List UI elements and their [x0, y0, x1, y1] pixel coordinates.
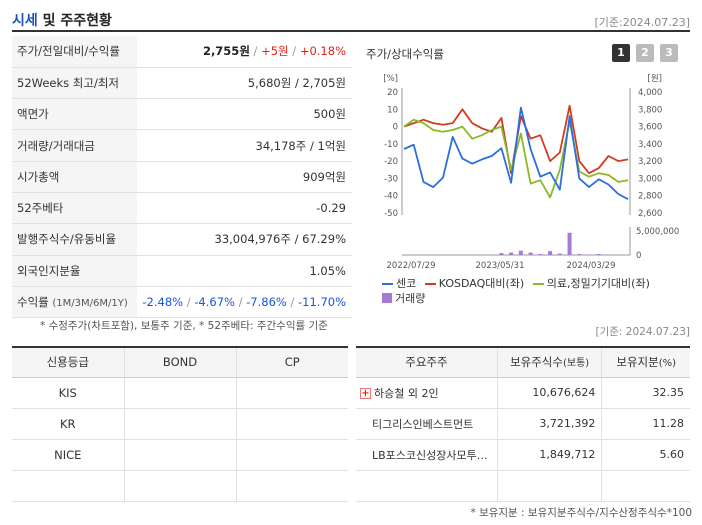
table-row: KR [12, 408, 348, 440]
return-3m: -4.67% [194, 295, 235, 310]
row-price: 주가/전일대비/수익률 2,755원 / +5원 / +0.18% [12, 36, 352, 68]
quote-note: * 수정주가(차트포함), 보통주 기준, * 52주베타: 주간수익률 기준 [40, 320, 328, 332]
legend-item-sector: 의료,정밀기기대비(좌) [532, 276, 650, 291]
base-date: [기준:2024.07.23] [594, 16, 690, 29]
chart-page-1-button[interactable]: 1 [612, 44, 630, 62]
row-52weeks: 52Weeks 최고/최저 5,680원 / 2,705원 [12, 67, 352, 100]
row-mcap: 시가총액 909억원 [12, 161, 352, 193]
credit-header-row: 신용등급 BOND CP [12, 346, 348, 378]
credit-rating-table: 신용등급 BOND CP KIS KR NICE [12, 346, 348, 502]
shareholders-table: 주요주주 보유주식수(보통) 보유지분(%) + 하승철 외 2인 10,676,… [356, 346, 690, 502]
shareholders-header-row: 주요주주 보유주식수(보통) 보유지분(%) [356, 346, 690, 378]
chart-title: 주가/상대수익률 [366, 47, 444, 61]
shareholder-name: 티그리스인베스트먼트 [356, 408, 498, 440]
row-foreign: 외국인지분율 1.05% [12, 255, 352, 287]
price-change-pct: +0.18% [299, 44, 346, 59]
shareholder-name: LB포스코신성장사모투… [356, 439, 498, 471]
chart-page-2-button[interactable]: 2 [636, 44, 654, 62]
expand-plus-icon[interactable]: + [360, 387, 371, 399]
row-par: 액면가 500원 [12, 98, 352, 131]
table-row [12, 470, 348, 502]
row-volume: 거래량/거래대금 34,178주 / 1억원 [12, 129, 352, 162]
chart-legend: 센코 KOSDAQ대비(좌) 의료,정밀기기대비(좌) 거래량 [382, 276, 692, 306]
section-title: 시세 및 주주현황 [12, 13, 112, 29]
legend-item-volume: 거래량 [382, 291, 425, 306]
row-shares: 발행주식수/유동비율 33,004,976주 / 67.29% [12, 223, 352, 256]
table-row: LB포스코신성장사모투… 1,849,712 5.60 [356, 439, 690, 471]
price-change: +5원 [261, 44, 289, 59]
chart-base-date: [기준: 2024.07.23] [595, 326, 690, 338]
chart-page-3-button[interactable]: 3 [660, 44, 678, 62]
table-row: KIS [12, 377, 348, 409]
shareholders-note: * 보유지분 : 보유지분주식수/지수산정주식수*100 [470, 507, 692, 519]
table-row: NICE [12, 439, 348, 471]
row-return: 수익률 (1M/3M/6M/1Y) -2.48% / -4.67% / -7.8… [12, 286, 352, 319]
table-row: + 하승철 외 2인 10,676,624 32.35 [356, 377, 690, 409]
table-row: 티그리스인베스트먼트 3,721,392 11.28 [356, 408, 690, 440]
shareholder-name[interactable]: 하승철 외 2인 [374, 386, 439, 400]
table-row [356, 470, 690, 502]
chart-panel: 주가/상대수익률 1 2 3 [358, 36, 690, 312]
row-beta: 52주베타 -0.29 [12, 192, 352, 225]
legend-item-kosdaq: KOSDAQ대비(좌) [424, 276, 524, 291]
return-1y: -11.70% [298, 295, 346, 310]
legend-item-price: 센코 [382, 276, 416, 291]
quote-table: 주가/전일대비/수익률 2,755원 / +5원 / +0.18% 52Week… [12, 36, 352, 319]
section-header: 시세 및 주주현황 [기준:2024.07.23] [12, 8, 690, 32]
return-6m: -7.86% [246, 295, 287, 310]
return-1m: -2.48% [142, 295, 184, 310]
current-price: 2,755원 [202, 44, 250, 59]
